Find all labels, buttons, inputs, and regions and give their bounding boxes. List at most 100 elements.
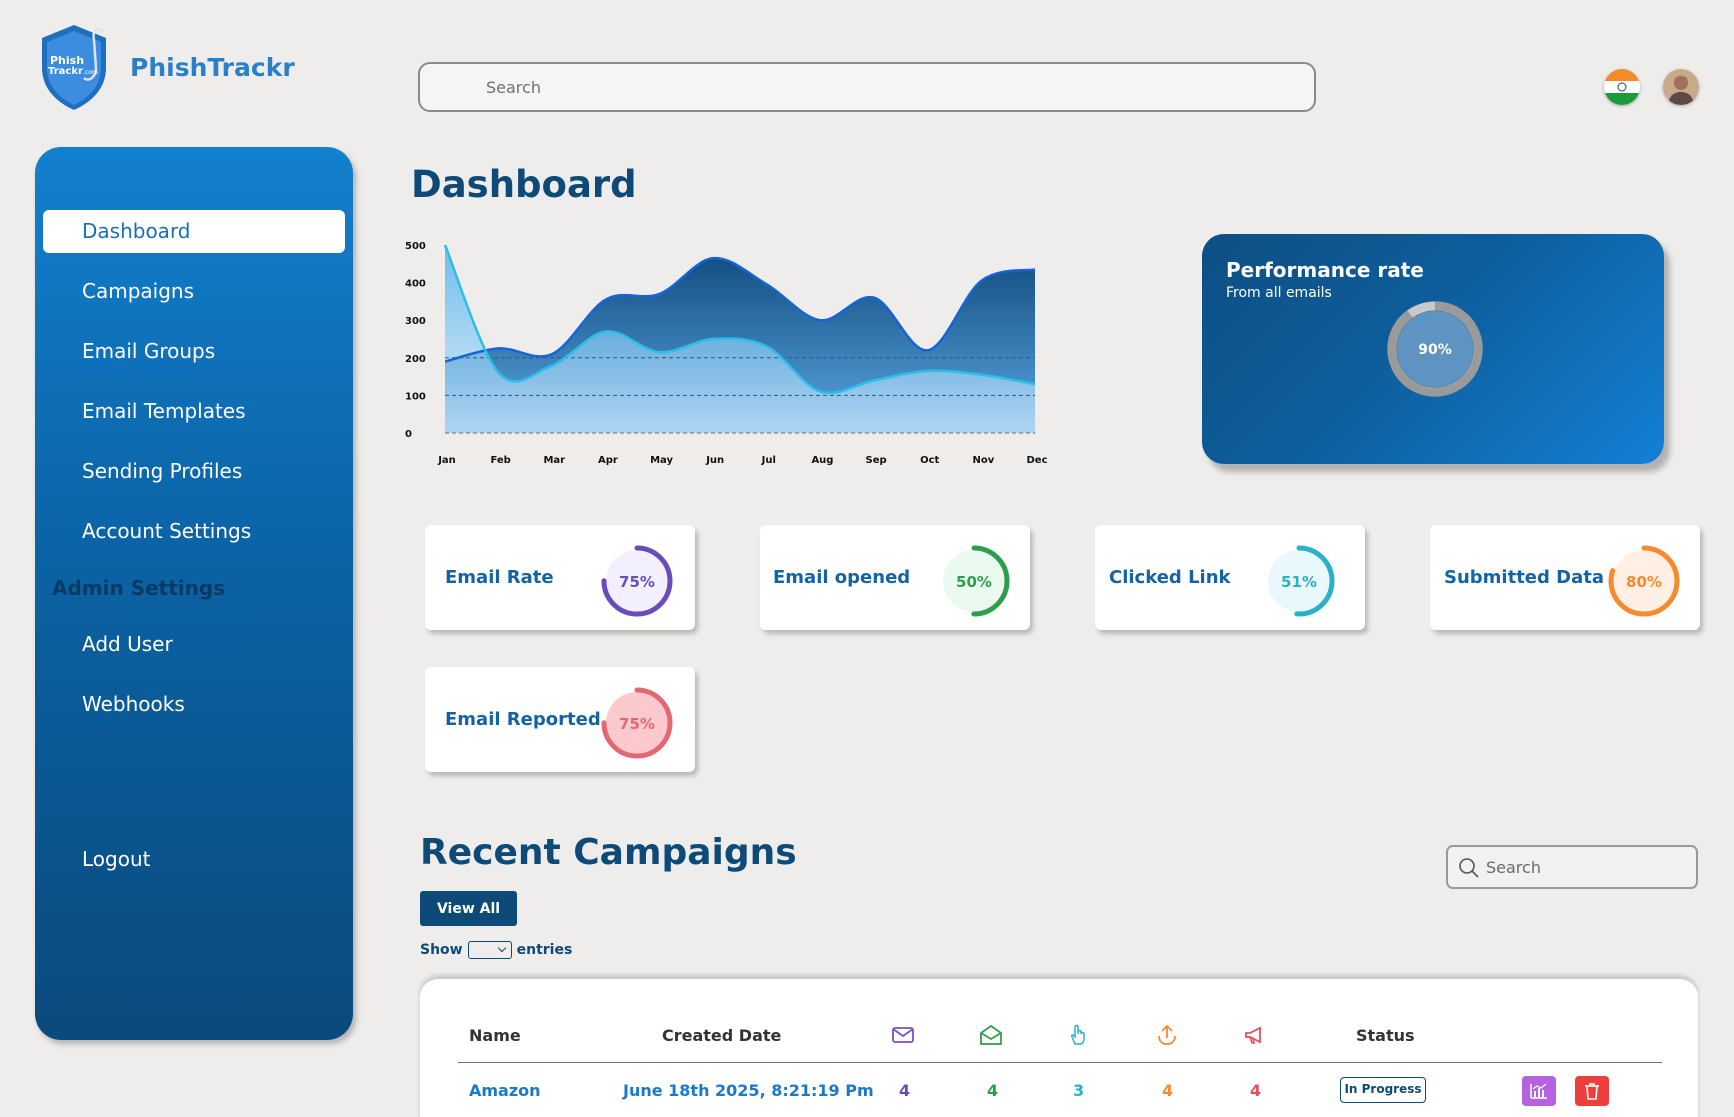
sidebar-item-add-user[interactable]: Add User <box>82 632 173 656</box>
global-search-input[interactable] <box>420 64 1314 110</box>
campaigns-table: Name Created Date Status Amazon June 18t… <box>420 979 1698 1117</box>
x-tick-label: Sep <box>866 455 887 466</box>
sidebar-item-logout[interactable]: Logout <box>82 847 151 871</box>
status-badge: In Progress <box>1340 1077 1426 1103</box>
stat-label: Clicked Link <box>1109 567 1231 588</box>
ring-fill <box>943 550 1005 612</box>
view-all-button[interactable]: View All <box>420 891 517 926</box>
performance-card: Performance rate From all emails 90% <box>1202 234 1664 464</box>
shield-logo-icon: Phish Trackr .com <box>42 25 106 110</box>
area-chart: 0 100 200 300 400 500 Jan Feb Mar Apr May Jun Jul Aug… <box>405 241 1048 466</box>
user-avatar[interactable] <box>1663 69 1699 105</box>
svg-text:Trackr: Trackr <box>48 66 83 77</box>
ring-value: 80% <box>1626 573 1662 591</box>
stat-ring: 80% <box>1608 545 1680 617</box>
stat-label: Email Reported <box>445 709 601 730</box>
campaign-search[interactable] <box>1446 845 1698 889</box>
column-header-created-date[interactable]: Created Date <box>662 1026 782 1045</box>
brand-name: PhishTrackr <box>130 52 295 82</box>
column-header-status[interactable]: Status <box>1356 1026 1415 1045</box>
ring-arc <box>938 545 1010 617</box>
sidebar-item-email-groups[interactable]: Email Groups <box>82 339 216 363</box>
show-label: Show <box>420 942 463 958</box>
page-title: Dashboard <box>411 163 637 206</box>
recent-campaigns-title: Recent Campaigns <box>420 832 797 873</box>
stat-label: Email opened <box>773 567 911 588</box>
ring-fill <box>606 692 668 754</box>
series-2-line <box>443 244 1036 395</box>
ring-arc <box>601 687 673 759</box>
x-tick-label: Nov <box>972 455 994 466</box>
x-tick-label: Jan <box>437 455 456 466</box>
performance-title: Performance rate <box>1226 258 1424 282</box>
trash-icon <box>1585 1083 1599 1100</box>
x-tick-label: Aug <box>811 455 833 466</box>
campaign-search-input[interactable] <box>1448 847 1696 887</box>
svg-text:.com: .com <box>83 69 98 76</box>
sidebar-heading-admin: Admin Settings <box>52 576 226 600</box>
performance-subtitle: From all emails <box>1226 285 1332 301</box>
stat-ring: 75% <box>601 545 673 617</box>
x-tick-label: Mar <box>543 455 565 466</box>
stat-card-clicked-link[interactable]: Clicked Link 51% <box>1095 525 1365 630</box>
campaign-created-date: June 18th 2025, 8:21:19 Pm <box>623 1081 874 1100</box>
entries-select[interactable] <box>467 941 512 959</box>
sidebar-item-account-settings[interactable]: Account Settings <box>82 519 252 543</box>
y-tick-label: 0 <box>405 429 412 440</box>
x-tick-label: Apr <box>598 455 618 466</box>
stat-label: Submitted Data <box>1444 567 1604 588</box>
y-tick-label: 300 <box>405 316 426 327</box>
flag-graphic <box>1604 69 1640 105</box>
search-icon <box>1459 858 1479 878</box>
ring-arc <box>1608 545 1680 617</box>
sidebar-item-email-templates[interactable]: Email Templates <box>82 399 246 423</box>
x-tick-label: Jul <box>761 455 776 466</box>
performance-value: 90% <box>1418 342 1452 358</box>
series-2-area <box>445 245 1035 433</box>
ring-value: 51% <box>1281 573 1317 591</box>
delete-button[interactable] <box>1575 1076 1609 1106</box>
campaign-reported-count: 4 <box>1250 1081 1262 1100</box>
x-tick-label: Feb <box>490 455 510 466</box>
y-tick-label: 400 <box>405 279 426 290</box>
campaign-clicked-count: 3 <box>1073 1081 1085 1100</box>
ring-fill <box>1268 550 1330 612</box>
campaign-submitted-count: 4 <box>1162 1081 1174 1100</box>
stat-card-email-reported[interactable]: Email Reported 75% <box>425 667 695 772</box>
x-tick-label: Oct <box>920 455 939 466</box>
india-flag-icon[interactable] <box>1604 69 1640 105</box>
entries-label: entries <box>516 942 573 958</box>
ring-value: 75% <box>619 715 655 733</box>
y-tick-label: 200 <box>405 354 426 365</box>
campaign-opened-count: 4 <box>987 1081 999 1100</box>
entries-control: Show entries <box>420 941 572 959</box>
sidebar-item-campaigns[interactable]: Campaigns <box>82 279 195 303</box>
sidebar-item-webhooks[interactable]: Webhooks <box>82 692 185 716</box>
table-divider <box>458 1062 1662 1063</box>
pointer-hand-icon <box>1071 1024 1085 1045</box>
series-1-line <box>444 256 1036 363</box>
global-search[interactable] <box>418 62 1316 112</box>
x-tick-label: Jun <box>705 455 724 466</box>
view-stats-button[interactable] <box>1522 1076 1556 1106</box>
y-tick-label: 500 <box>405 241 426 252</box>
ring-arc <box>1263 545 1335 617</box>
sidebar: Dashboard Campaigns Email Groups Email T… <box>35 147 353 1040</box>
stat-card-submitted-data[interactable]: Submitted Data 80% <box>1430 525 1700 630</box>
column-header-name[interactable]: Name <box>469 1026 521 1045</box>
stat-card-email-rate[interactable]: Email Rate 75% <box>425 525 695 630</box>
mail-open-icon <box>980 1024 1002 1045</box>
svg-text:Phish: Phish <box>50 54 84 67</box>
mail-icon <box>892 1027 914 1043</box>
stat-label: Email Rate <box>445 567 554 588</box>
y-tick-label: 100 <box>405 391 426 402</box>
stat-card-email-opened[interactable]: Email opened 50% <box>760 525 1030 630</box>
sidebar-item-sending-profiles[interactable]: Sending Profiles <box>82 459 243 483</box>
sidebar-item-dashboard[interactable]: Dashboard <box>43 210 345 253</box>
brand-logo[interactable]: Phish Trackr .com PhishTrackr <box>36 22 295 112</box>
campaign-sent-count: 4 <box>899 1081 911 1100</box>
megaphone-icon <box>1245 1026 1261 1044</box>
campaign-name-link[interactable]: Amazon <box>469 1081 541 1100</box>
stat-ring: 51% <box>1263 545 1335 617</box>
avatar-graphic <box>1663 69 1699 105</box>
